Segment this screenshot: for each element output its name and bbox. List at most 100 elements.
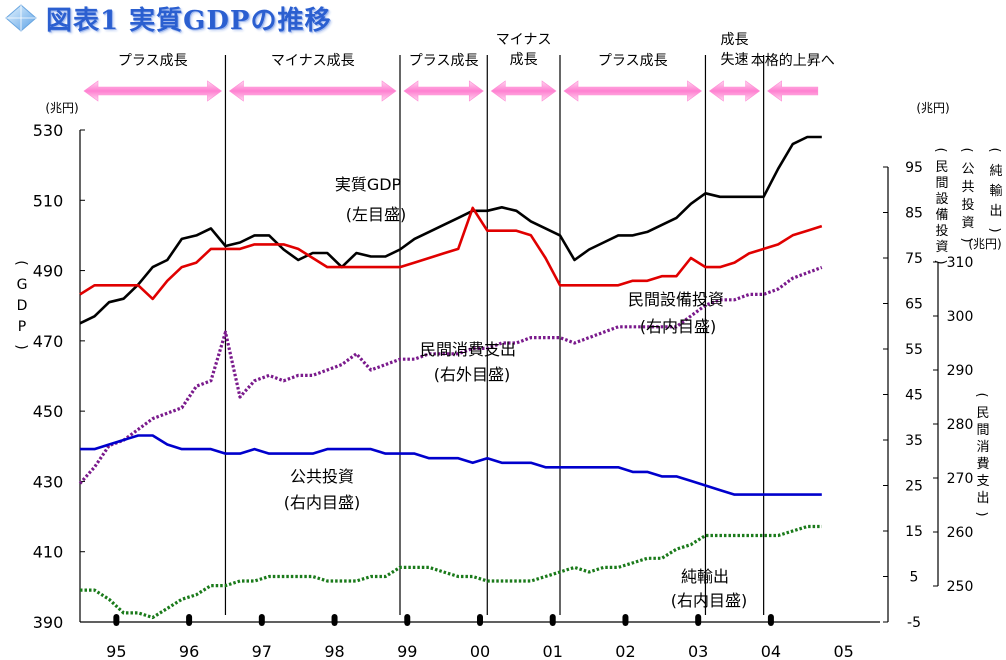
right-tick-label: 65 bbox=[905, 297, 923, 313]
outer-axis-title-char: 費 bbox=[976, 457, 989, 472]
right-tick-label: 75 bbox=[905, 251, 923, 267]
right-axis-title-investment: ( 民間設備投資) bbox=[933, 147, 949, 264]
phase-label: マイナス bbox=[496, 32, 552, 48]
x-tick-label: 97 bbox=[252, 642, 272, 660]
series-label-consumption: 民間消費支出 bbox=[420, 340, 516, 359]
series-line-gdp bbox=[79, 135, 822, 325]
right-axis-title-investment-char: ) bbox=[933, 259, 948, 264]
outer-axis-title-char: 間 bbox=[976, 423, 989, 438]
right-axis-title-netexport-char: ( bbox=[987, 147, 1002, 152]
right-axis-title-investment-char: 投 bbox=[935, 223, 948, 239]
series-line-netexport bbox=[80, 524, 822, 620]
right-tick-label: 85 bbox=[905, 206, 923, 222]
outer-tick-label: 300 bbox=[947, 309, 974, 325]
outer-tick-label: 280 bbox=[947, 417, 974, 433]
left-axis-title: ( GDP) bbox=[13, 260, 29, 349]
right-axis-title-investment-char: 間 bbox=[935, 176, 948, 191]
phase-label: プラス成長 bbox=[409, 53, 479, 69]
left-tick-label: 530 bbox=[33, 121, 64, 140]
x-tick-label: 95 bbox=[106, 642, 126, 660]
right-axis-title-investment-char: 設 bbox=[935, 191, 948, 207]
right-axis-title-investment-char: 備 bbox=[935, 207, 948, 223]
phase-arrow bbox=[403, 80, 484, 102]
left-tick-label: 470 bbox=[33, 332, 64, 351]
series-sublabel-public: (右内目盛) bbox=[284, 493, 361, 512]
left-tick-label: 510 bbox=[33, 191, 64, 210]
x-tick-label: 00 bbox=[470, 642, 490, 660]
right-tick-label: 95 bbox=[905, 160, 923, 176]
left-axis-title-char: ) bbox=[13, 344, 29, 349]
x-tick-label: 03 bbox=[688, 642, 708, 660]
series-label-netexport: 純輸出 bbox=[681, 567, 729, 586]
right-axis-title-investment-char: 民 bbox=[935, 160, 948, 175]
phase-label: 成長 bbox=[721, 32, 749, 48]
outer-tick-label: 310 bbox=[947, 255, 974, 271]
x-marker bbox=[549, 614, 556, 626]
right-axis-title-public-char: ) bbox=[959, 237, 974, 242]
outer-tick-label: 260 bbox=[947, 525, 974, 541]
x-marker bbox=[622, 614, 629, 626]
left-tick-label: 410 bbox=[33, 543, 64, 562]
right-tick-label: 45 bbox=[905, 388, 923, 404]
right-tick-label: 5 bbox=[910, 570, 919, 586]
outer-tick-label: 290 bbox=[947, 363, 974, 379]
left-tick-label: 450 bbox=[33, 402, 64, 421]
right-axis-title-investment-char: ( bbox=[933, 147, 948, 152]
right-axis-title-public-char: ( bbox=[959, 147, 974, 152]
phase-label: 失速 bbox=[721, 52, 749, 68]
left-axis-title-char: ( bbox=[13, 260, 29, 265]
right-axis-title-netexport-char: 出 bbox=[989, 204, 1002, 219]
x-marker bbox=[767, 614, 774, 626]
outer-axis-title-char: 民 bbox=[976, 406, 989, 421]
x-tick-label: 04 bbox=[761, 642, 781, 660]
x-marker bbox=[186, 614, 193, 626]
left-axis-title-char: G bbox=[17, 277, 28, 293]
phase-label: プラス成長 bbox=[118, 53, 188, 69]
x-marker bbox=[331, 614, 338, 626]
right-axis-title-netexport-char: 輸 bbox=[989, 184, 1002, 199]
right-axis-title-public-char: 公 bbox=[961, 162, 974, 177]
right-tick-label: 55 bbox=[905, 342, 923, 358]
left-axis-title-char: D bbox=[17, 298, 28, 314]
series-label-investment: 民間設備投資 bbox=[628, 290, 724, 309]
right-tick-label: 25 bbox=[905, 479, 923, 495]
right-axis-title-public-char: 共 bbox=[961, 180, 974, 195]
series-sublabel-consumption: (右外目盛) bbox=[434, 365, 511, 384]
right-tick-label: 15 bbox=[905, 524, 923, 540]
left-tick-label: 490 bbox=[33, 262, 64, 281]
x-marker bbox=[113, 614, 120, 626]
outer-axis-title-char: 出 bbox=[976, 491, 989, 506]
series-label-gdp: 実質GDP bbox=[335, 175, 402, 194]
left-axis-title-char: P bbox=[18, 319, 26, 335]
phase-arrow bbox=[563, 80, 702, 102]
phase-label: 成長 bbox=[510, 52, 538, 68]
outer-axis-title: (民間消費支出) bbox=[974, 392, 990, 516]
x-marker bbox=[258, 614, 265, 626]
right-unit-label: (兆円) bbox=[916, 101, 949, 115]
series-sublabel-investment: (右内目盛) bbox=[640, 317, 717, 336]
left-tick-label: 430 bbox=[33, 472, 64, 491]
right-axis-title-investment-char: 資 bbox=[935, 240, 948, 255]
x-tick-label: 98 bbox=[324, 642, 344, 660]
right-axis-title-public-char: 投 bbox=[961, 197, 974, 213]
right-axis-title-netexport-char: 純 bbox=[989, 164, 1002, 179]
outer-axis-title-char: 消 bbox=[976, 440, 989, 455]
x-tick-label: 05 bbox=[833, 642, 853, 660]
chart-title: 図表1 実質GDPの推移 bbox=[46, 5, 332, 36]
phase-label: プラス成長 bbox=[598, 53, 668, 69]
outer-axis-title-char: ) bbox=[974, 511, 989, 516]
series-label-public: 公共投資 bbox=[290, 467, 354, 486]
series-line-consumption bbox=[78, 265, 823, 485]
x-tick-label: 01 bbox=[543, 642, 563, 660]
right-axis-title-netexport-char: ) bbox=[987, 227, 1002, 232]
outer-unit-label: (兆円) bbox=[968, 237, 1001, 251]
phase-label: マイナス成長 bbox=[271, 53, 355, 69]
diamond-icon bbox=[5, 4, 37, 32]
outer-tick-label: 270 bbox=[947, 471, 974, 487]
right-tick-label: -5 bbox=[907, 615, 921, 631]
x-marker bbox=[695, 614, 702, 626]
left-tick-label: 390 bbox=[33, 613, 64, 632]
right-axis-title-public-char: 資 bbox=[961, 216, 974, 231]
